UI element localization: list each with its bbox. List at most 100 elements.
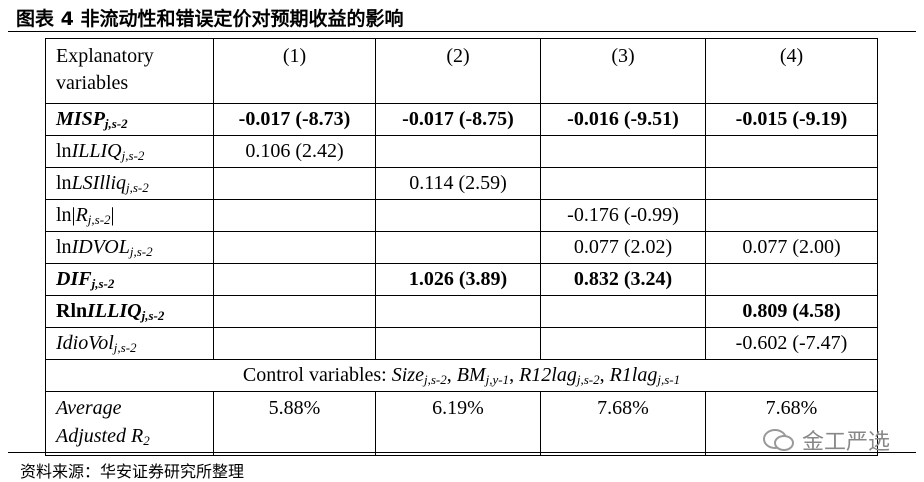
row-label: lnLSIlliqj,s-2 [45,167,214,200]
watermark-text: 金工严选 [802,430,891,455]
text-segment: j,s-2 [126,179,149,195]
cell [540,135,706,168]
text-segment: j,s-2 [121,147,145,163]
cell: -0.015 (-9.19) [705,103,878,136]
row-label: Average Adjusted R2 [45,391,214,456]
text-segment: j,s-2 [141,307,165,323]
label-line: ln|Rj,s-2| [56,204,205,228]
table-row: MISPj,s-2 -0.017 (-8.73) -0.017 (-8.75) -0.… [45,103,878,136]
column-header: (4) [705,38,878,104]
text-segment: ln [56,235,72,258]
text-segment: Rln [56,299,88,322]
row-label: RlnILLIQj,s-2 [45,295,214,328]
header-label: Explanatory variables [45,38,214,104]
cell: 5.88% [213,391,376,456]
source: 资料来源：华安证券研究所整理 [20,462,245,481]
cell [213,295,376,328]
text-segment: Control variables: [242,363,392,386]
cell [705,263,878,296]
text-segment: j,s-2 [113,339,137,355]
cell [705,135,878,168]
cell: 0.077 (2.02) [540,231,706,264]
row-label: ln|Rj,s-2| [45,199,214,232]
label-line: Explanatory [56,43,205,70]
text-segment: Average [56,397,122,419]
cell [375,199,541,232]
text-segment: Size [391,363,424,386]
cell [705,199,878,232]
row-label: lnIDVOLj,s-2 [45,231,214,264]
text-segment: j,s-1 [657,371,681,387]
cell: 0.114 (2.59) [375,167,541,200]
text-segment: , [599,363,610,386]
text-segment: j,s-2 [91,275,115,291]
wechat-icon [763,429,794,451]
cell [375,231,541,264]
text-segment: BM [456,363,486,386]
label-line: Average [56,394,205,422]
label-line: IdioVolj,s-2 [56,332,205,356]
cell: 0.077 (2.00) [705,231,878,264]
text-segment: ln [56,171,72,194]
text-segment: IDVOL [71,235,130,258]
label-line: RlnILLIQj,s-2 [56,300,205,324]
cell [213,327,376,360]
text-segment: 2 [143,433,150,448]
table-row: lnIDVOLj,s-2 0.077 (2.02) 0.077 (2.00) [45,231,878,264]
cell: 0.832 (3.24) [540,263,706,296]
cell [213,199,376,232]
cell [705,167,878,200]
table-row: lnILLIQj,s-2 0.106 (2.42) [45,135,878,168]
cell: 1.026 (3.89) [375,263,541,296]
label-line: lnILLIQj,s-2 [56,140,205,164]
row-label: DIFj,s-2 [45,263,214,296]
controls: Control variables: Sizej,s-2, BMj,y-1, R… [45,359,878,392]
label-line: variables [56,70,205,97]
table-row: ln|Rj,s-2| -0.176 (-0.99) [45,199,878,232]
text-segment: R12lag [519,363,577,386]
text-segment: LSIlliq [71,171,127,194]
cell: 0.106 (2.42) [213,135,376,168]
cell [213,263,376,296]
text-segment: IdioVol [56,331,114,354]
label-line: DIFj,s-2 [56,268,205,292]
text-segment: , [509,363,520,386]
cell [375,295,541,328]
rule [8,31,916,32]
cell: -0.176 (-0.99) [540,199,706,232]
cell [375,135,541,168]
text-segment: j,s-2 [423,371,447,387]
cell: -0.017 (-8.73) [213,103,376,136]
text-segment: R [75,203,88,226]
text-segment: ILLIQ [87,299,142,322]
label-line: Adjusted R2 [56,422,205,455]
text-segment: j,s-2 [87,211,111,227]
cell [540,295,706,328]
label-line: lnIDVOLj,s-2 [56,236,205,260]
column-header: (2) [375,38,541,104]
row-label: MISPj,s-2 [45,103,214,136]
cell: -0.016 (-9.51) [540,103,706,136]
text-segment: j,s-2 [104,115,128,131]
header-row: Explanatory variables (1) (2) (3) (4) [45,38,878,104]
text-segment: , [446,363,457,386]
cell [540,167,706,200]
watermark: 金工严选 [762,424,890,456]
column-header: (1) [213,38,376,104]
text-segment: DIF [56,267,92,290]
label-line: MISPj,s-2 [56,108,205,132]
text-segment: ln| [56,203,76,226]
text-segment: variables [56,72,129,94]
rule [8,452,916,453]
cell: 0.809 (4.58) [705,295,878,328]
cell [213,167,376,200]
title: 图表 4 非流动性和错误定价对预期收益的影响 [16,8,404,30]
text-segment: j,s-2 [576,371,600,387]
table-row: RlnILLIQj,s-2 0.809 (4.58) [45,295,878,328]
table-row: lnLSIlliqj,s-2 0.114 (2.59) [45,167,878,200]
table-row: IdioVolj,s-2 -0.602 (-7.47) [45,327,878,360]
text-segment: MISP [56,107,105,130]
text-segment: ILLIQ [71,139,122,162]
regression-table: Explanatory variables (1) (2) (3) (4) MISPj,s-… [45,38,878,456]
text-segment: j,y-1 [485,371,510,387]
